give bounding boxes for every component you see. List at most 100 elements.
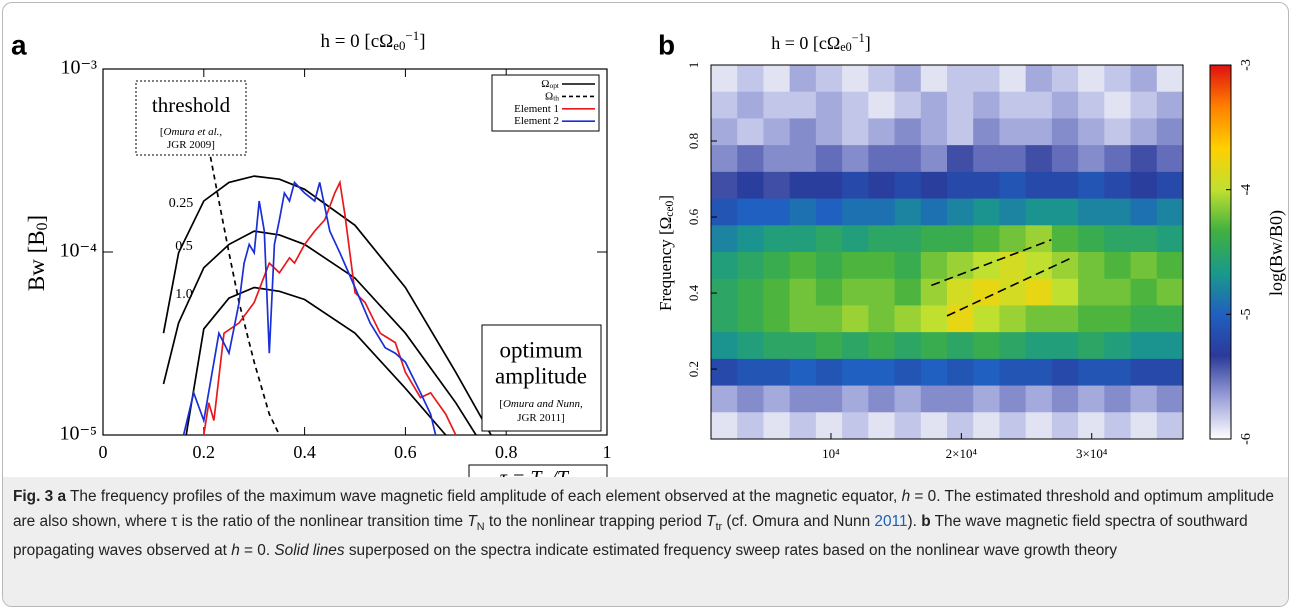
curve <box>162 230 477 435</box>
heatmap-cell <box>789 198 817 226</box>
heatmap-cell <box>737 65 765 93</box>
heatmap-cell <box>737 118 765 146</box>
heatmap-cell <box>920 305 948 333</box>
text-run: Frequency [Ω <box>656 217 675 311</box>
panel-label: b <box>658 29 675 60</box>
heatmap-cell <box>1025 198 1053 226</box>
text-run: Omura et al., <box>164 126 223 138</box>
heatmap-cell <box>947 65 974 93</box>
heatmap-cell <box>737 91 765 120</box>
heatmap-cell <box>947 145 974 173</box>
caption-text: superposed on the spectra indicate estim… <box>344 542 1118 560</box>
curve <box>162 175 492 435</box>
optimum-ref: JGR 2011] <box>517 412 565 424</box>
threshold-ref: [Omura et al., <box>160 126 223 138</box>
heatmap-cell <box>763 91 791 120</box>
heatmap-cell <box>789 278 817 307</box>
heatmap-cell <box>894 412 922 440</box>
heatmap-cell <box>842 252 869 280</box>
text-run: Element 2 <box>514 115 559 127</box>
x-tick-label: 1 <box>603 442 612 462</box>
legend-label: Ωopt <box>541 78 560 90</box>
heatmap-cell <box>1051 278 1079 307</box>
y-axis-label: Bw [B0] <box>24 215 51 291</box>
heatmap-cell <box>815 91 843 120</box>
heatmap-cell <box>868 118 896 146</box>
heatmap-cell <box>842 171 869 200</box>
heatmap-cell <box>868 91 896 120</box>
colorbar-tick-label: -5 <box>1239 308 1254 320</box>
heatmap-cell <box>842 358 869 387</box>
heatmap-cell <box>920 65 948 93</box>
heatmap-cell <box>1156 385 1184 413</box>
heatmap-cell <box>789 225 817 253</box>
y-tick-label: 0.4 <box>686 284 701 301</box>
heatmap-cell <box>894 305 922 333</box>
caption-text: ). <box>907 512 922 530</box>
x-tick-label: 0.4 <box>293 442 316 462</box>
heatmap-cell <box>920 412 948 440</box>
heatmap-cell <box>711 91 738 120</box>
heatmap-cell <box>947 358 974 387</box>
heatmap-cell <box>973 171 1001 200</box>
text-run: th <box>553 93 559 102</box>
chart-title: h = 0 [cΩe0−1] <box>771 31 871 54</box>
heatmap-cell <box>868 278 896 307</box>
heatmap-cell <box>1156 65 1184 93</box>
heatmap-cell <box>763 385 791 413</box>
heatmap-cell <box>711 198 738 226</box>
heatmap-cell <box>842 385 869 413</box>
heatmap-cell <box>1156 358 1184 387</box>
heatmap-cell <box>1025 252 1053 280</box>
heatmap-cell <box>894 198 922 226</box>
heatmap-cell <box>763 225 791 253</box>
heatmap-cell <box>1078 278 1105 307</box>
heatmap-cell <box>711 358 738 387</box>
heatmap-cell <box>1130 91 1158 120</box>
y-tick-label: 1 <box>686 62 701 69</box>
heatmap-cell <box>947 412 974 440</box>
heatmap-cell <box>1025 332 1053 360</box>
heatmap-cell <box>999 252 1027 280</box>
optimum-title: amplitude <box>495 363 587 388</box>
text-run: τ = T <box>500 467 544 477</box>
heatmap-cell <box>920 358 948 387</box>
text-run: opt <box>549 81 559 90</box>
heatmap-cell <box>737 145 765 173</box>
heatmap-cell <box>1156 332 1184 360</box>
caption-text: h <box>901 488 911 505</box>
heatmap-cell <box>973 252 1001 280</box>
heatmap-cell <box>1051 385 1079 413</box>
y-tick-label: 0.6 <box>686 208 701 225</box>
heatmap-cell <box>1104 358 1132 387</box>
heatmap-cell <box>973 412 1001 440</box>
text-run: 0 <box>34 222 51 230</box>
heatmap-cell <box>1156 198 1184 226</box>
text-run: ] <box>360 474 368 477</box>
x-tick-label: 0 <box>99 442 108 462</box>
heatmap-cell <box>1156 225 1184 253</box>
heatmap-cell <box>1156 252 1184 280</box>
heatmap-cell <box>920 198 948 226</box>
sweep-line <box>946 258 1070 317</box>
curve-label: 0.5 <box>175 239 193 254</box>
heatmap-cell <box>842 305 869 333</box>
curve <box>185 286 447 435</box>
heatmap-cell <box>1078 145 1105 173</box>
heatmap-cell <box>868 145 896 173</box>
heatmap-cell <box>763 65 791 93</box>
chart-title: h = 0 [cΩe0−1] <box>320 28 425 52</box>
heatmap-cell <box>947 385 974 413</box>
heatmap-cell <box>1156 278 1184 307</box>
curve-label: 1.0 <box>175 287 193 302</box>
heatmap-cell <box>973 225 1001 253</box>
heatmap-cell <box>1130 385 1158 413</box>
heatmap-cell <box>789 412 817 440</box>
heatmap-cell <box>920 278 948 307</box>
optimum-box <box>481 324 602 432</box>
caption-text: h <box>231 542 240 560</box>
citation-link[interactable]: 2011 <box>874 512 908 530</box>
heatmap-cell <box>868 65 896 93</box>
heatmap-cell <box>868 171 896 200</box>
text-run: −1 <box>852 31 865 45</box>
